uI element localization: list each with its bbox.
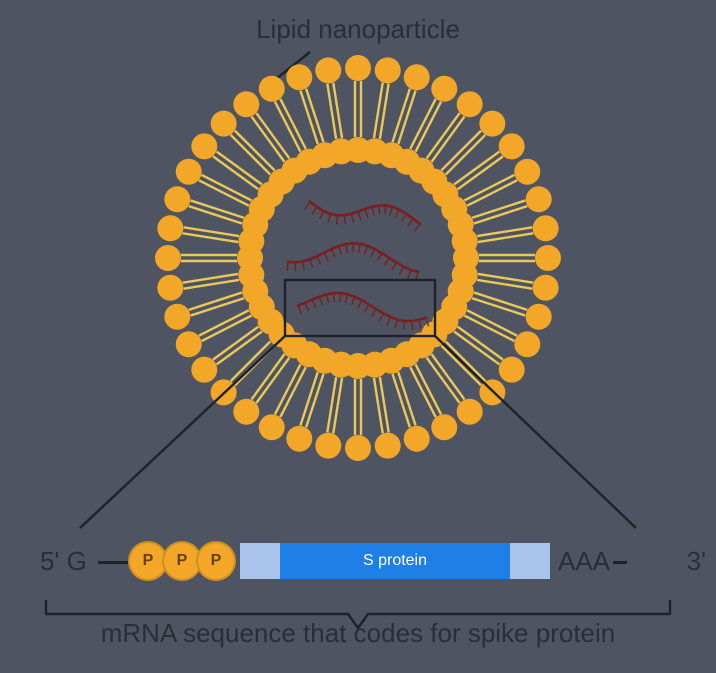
utr-right <box>510 543 550 579</box>
s-protein-block: S protein <box>280 543 510 579</box>
three-prime-label: 3' <box>687 546 706 577</box>
five-prime-connector <box>98 561 128 564</box>
caption-label: mRNA sequence that codes for spike prote… <box>0 618 716 649</box>
phosphate-circle: P <box>196 541 236 581</box>
mrna-bar: S protein <box>240 543 550 579</box>
mrna-detail-track: 5' G PPP S protein AAA 3' <box>80 528 636 598</box>
poly-a-label: AAA <box>558 546 610 577</box>
five-prime-label: 5' G <box>40 546 87 577</box>
utr-left <box>240 543 280 579</box>
diagram-canvas: Lipid nanoparticle 5' G PPP S protein AA… <box>0 0 716 673</box>
lipid-nanoparticle-label: Lipid nanoparticle <box>0 14 716 45</box>
three-prime-connector <box>613 561 627 564</box>
phosphate-group: PPP <box>128 541 230 581</box>
